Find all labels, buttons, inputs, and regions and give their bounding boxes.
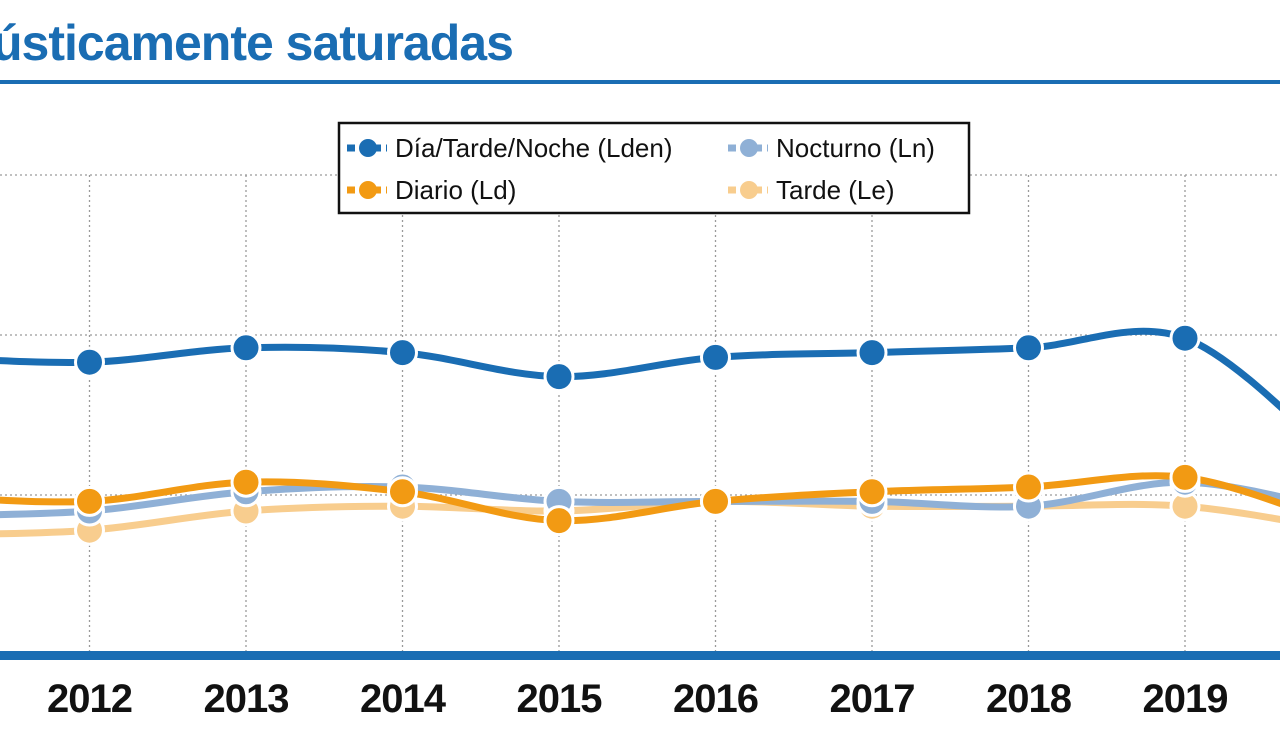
legend-label: Día/Tarde/Noche (Lden) (395, 133, 672, 163)
series-line-nocturno-ln (0, 478, 1280, 519)
point-diario-ld-2014 (387, 476, 418, 508)
legend-box (337, 121, 971, 215)
x-tick-label-2013: 2013 (204, 677, 289, 721)
legend-label: Tarde (Le) (776, 175, 895, 205)
x-tick-label-2018: 2018 (986, 677, 1072, 721)
point-dia-tarde-noche-lden-2013 (230, 332, 262, 364)
point-diario-ld-2018 (1013, 471, 1044, 503)
x-tick-label-2014: 2014 (360, 677, 447, 721)
point-diario-ld-2015 (543, 505, 575, 537)
point-dia-tarde-noche-lden-2012 (74, 346, 105, 378)
x-axis-bar (0, 651, 1280, 660)
series-lines (0, 327, 1280, 538)
legend-entry-dia-tarde-noche-lden: Día/Tarde/Noche (Lden) (347, 133, 672, 163)
gridlines (0, 174, 1280, 656)
legend-swatch-dot (359, 139, 377, 157)
x-tick-label-2016: 2016 (673, 677, 758, 721)
x-tick-label-2015: 2015 (517, 677, 603, 721)
point-diario-ld-2013 (230, 466, 262, 498)
series-line-tarde-le (0, 497, 1280, 538)
series-line-dia-tarde-noche-lden (0, 327, 1280, 412)
x-tick-labels: 2012 2013 2014 2015 2016 2017 2018 2019 (47, 677, 1228, 721)
legend-entry-tarde-le: Tarde (Le) (728, 175, 895, 205)
point-dia-tarde-noche-lden-2016 (700, 341, 731, 373)
title-rule (0, 80, 1280, 84)
point-diario-ld-2016 (700, 485, 731, 517)
legend-entry-diario-ld: Diario (Ld) (347, 175, 516, 205)
series-points (74, 322, 1201, 546)
legend-swatch-dot (740, 181, 758, 199)
point-dia-tarde-noche-lden-2015 (543, 361, 575, 393)
chart-title: ústicamente saturadas (0, 15, 514, 71)
legend-swatch-dot (740, 139, 758, 157)
point-diario-ld-2017 (856, 476, 888, 508)
legend-entry-nocturno-ln: Nocturno (Ln) (728, 133, 935, 163)
legend: Día/Tarde/Noche (Lden) Diario (Ld) Nocturn… (337, 121, 971, 215)
point-dia-tarde-noche-lden-2017 (856, 337, 888, 369)
point-diario-ld-2012 (74, 485, 105, 517)
point-dia-tarde-noche-lden-2014 (387, 337, 418, 369)
x-tick-label-2019: 2019 (1143, 677, 1228, 721)
series-line-diario-ld (0, 472, 1280, 525)
legend-swatch-dot (359, 181, 377, 199)
legend-label: Diario (Ld) (395, 175, 516, 205)
x-tick-label-2012: 2012 (47, 677, 132, 721)
legend-label: Nocturno (Ln) (776, 133, 935, 163)
point-dia-tarde-noche-lden-2018 (1013, 332, 1044, 364)
point-diario-ld-2019 (1169, 461, 1201, 493)
x-tick-label-2017: 2017 (830, 677, 915, 721)
point-dia-tarde-noche-lden-2019 (1169, 322, 1201, 354)
